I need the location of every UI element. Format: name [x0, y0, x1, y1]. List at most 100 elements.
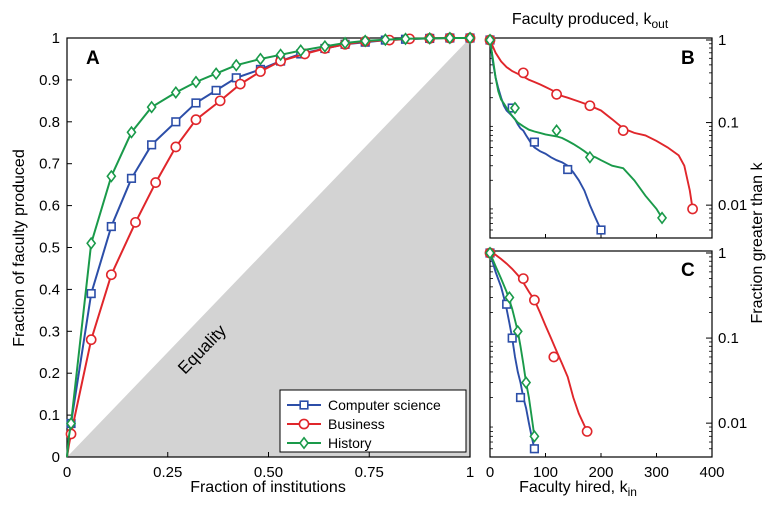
panel-b-point-business: [517, 67, 529, 79]
panel-b-point-business: [584, 100, 596, 112]
panel-b-point-history: [657, 211, 668, 225]
panel-a-point-business: [234, 78, 246, 90]
panel-c-ticks: 1 0.1 0.01 0 100 200 300 400: [486, 245, 747, 481]
panel-a-point-business: [65, 428, 77, 440]
panel-a-series: [65, 31, 476, 458]
panel-c-line-business: [489, 252, 588, 432]
panel-a-ytick-label: 0.1: [39, 407, 60, 424]
panel-a-point-history: [126, 125, 137, 139]
panel-a-xtick-label: 0.50: [254, 464, 283, 481]
panel-a-point-history: [400, 32, 411, 46]
panel-a-point-business: [255, 66, 266, 77]
panel-a-xtick-label: 0.75: [355, 464, 384, 481]
panel-b-top-xlabel-sub: out: [651, 17, 668, 31]
panel-a-ytick-label: 0.3: [39, 323, 60, 340]
panel-a-ytick-label: 0.8: [39, 114, 60, 131]
legend-box: [279, 389, 467, 453]
panel-a-ytick-label: 0.9: [39, 72, 60, 89]
panel-a-point-history: [295, 44, 306, 58]
panel-a-point-history: [86, 236, 97, 250]
panel-c-ytick-label: 0.01: [718, 415, 747, 432]
panel-c-xlabel-sub: in: [628, 485, 637, 499]
panel-b-point-business: [551, 88, 562, 100]
panel-a-point-history: [319, 39, 330, 53]
panel-c-line-history: [489, 252, 536, 437]
legend-label-history: History: [328, 435, 372, 451]
panel-a-point-business: [190, 114, 202, 126]
panel-b-point-business: [687, 203, 698, 215]
panel-c-point-history: [512, 324, 523, 338]
panel-b-point-history: [584, 150, 595, 164]
panel-b-label: B: [681, 48, 695, 69]
panel-b-point-computer-science: [529, 137, 539, 147]
panel-b-ytick-label: 1: [718, 32, 726, 49]
panel-b-right-ylabel: Fraction greater than k: [749, 162, 766, 324]
panel-b-ticks: 1 0.1 0.01: [489, 32, 747, 239]
panel-c-xtick-label: 100: [533, 464, 558, 481]
panel-c-ytick-label: 0.1: [718, 330, 739, 347]
panel-b-point-history: [551, 124, 562, 138]
panel-a-point-computer-science: [171, 117, 181, 127]
panel-a-point-computer-science: [147, 140, 157, 150]
panel-b-point-business: [617, 125, 629, 136]
panel-c: C 1 0.1 0.01 0 100 200 300 400 Faculty hired, k…: [484, 245, 747, 499]
panel-b-top-xlabel-main: Faculty produced, k: [512, 11, 653, 28]
panel-b-point-history: [484, 33, 496, 47]
panel-a-point-history: [275, 48, 286, 62]
panel-c-point-history: [521, 376, 532, 390]
panel-b-ytick-label: 0.01: [718, 197, 747, 214]
panel-a-point-history: [444, 31, 455, 45]
legend-marker-history: [298, 436, 310, 450]
panel-c-xlabel: Faculty hired, kin: [519, 479, 637, 499]
panel-b-point-history: [509, 101, 520, 115]
panel-c-xtick-label: 0: [486, 464, 494, 481]
panel-a-point-history: [146, 100, 157, 114]
panel-a-ytick-label: 0.4: [39, 281, 60, 298]
panel-a-point-computer-science: [211, 85, 221, 95]
panel-a-line-history: [66, 37, 470, 458]
panel-b-line-history: [489, 39, 663, 219]
panel-b-ytick-label: 0.1: [718, 115, 739, 132]
panel-a-point-history: [106, 169, 117, 183]
panel-a-point-computer-science: [106, 221, 116, 232]
panel-c-xtick-label: 300: [644, 464, 669, 481]
panel-a-point-history: [255, 52, 266, 66]
panel-a-point-computer-science: [191, 98, 201, 108]
panel-a-point-business: [150, 177, 162, 188]
panel-b-line-business: [489, 39, 694, 210]
legend-label-computer-science: Computer science: [328, 397, 441, 413]
panel-c-point-computer-science: [515, 392, 526, 403]
panel-a-point-business: [170, 141, 182, 153]
panel-c-point-business: [529, 294, 540, 306]
panel-a-point-computer-science: [86, 288, 96, 299]
panel-a-xtick-label: 1: [466, 464, 474, 481]
panel-a-point-history: [190, 75, 201, 89]
panel-a-point-history: [340, 36, 351, 50]
panel-a-point-history: [211, 67, 222, 81]
panel-a-ylabel: Fraction of faculty produced: [11, 149, 28, 346]
panel-a-point-history: [380, 33, 391, 47]
panel-c-point-business: [517, 273, 529, 285]
panel-c-line-computer-science: [489, 252, 536, 450]
panel-b-point-computer-science: [563, 164, 573, 175]
legend-items: Computer science Business History: [287, 397, 441, 451]
legend-marker-computer-science: [299, 400, 309, 410]
panel-a-point-business: [105, 269, 117, 281]
panel-a-ytick-label: 0.2: [39, 365, 60, 382]
panel-a-point-business: [85, 334, 97, 346]
panel-c-xlabel-main: Faculty hired, k: [519, 479, 628, 496]
panel-a-point-computer-science: [126, 173, 137, 183]
panel-b-point-computer-science: [596, 225, 606, 235]
panel-c-label: C: [681, 260, 695, 281]
panel-c-point-history: [529, 429, 540, 443]
panel-a-point-history: [424, 31, 435, 45]
panel-c-xtick-label: 400: [699, 464, 724, 481]
panel-c-xtick-label: 200: [588, 464, 613, 481]
panel-a-ytick-label: 0: [52, 449, 60, 466]
panel-a-xtick-label: 0: [63, 464, 71, 481]
panel-a-xlabel: Fraction of institutions: [190, 479, 346, 496]
panel-a-label: A: [86, 48, 100, 69]
panel-c-point-business: [581, 425, 593, 437]
panel-a-ytick-label: 0.5: [39, 240, 60, 257]
